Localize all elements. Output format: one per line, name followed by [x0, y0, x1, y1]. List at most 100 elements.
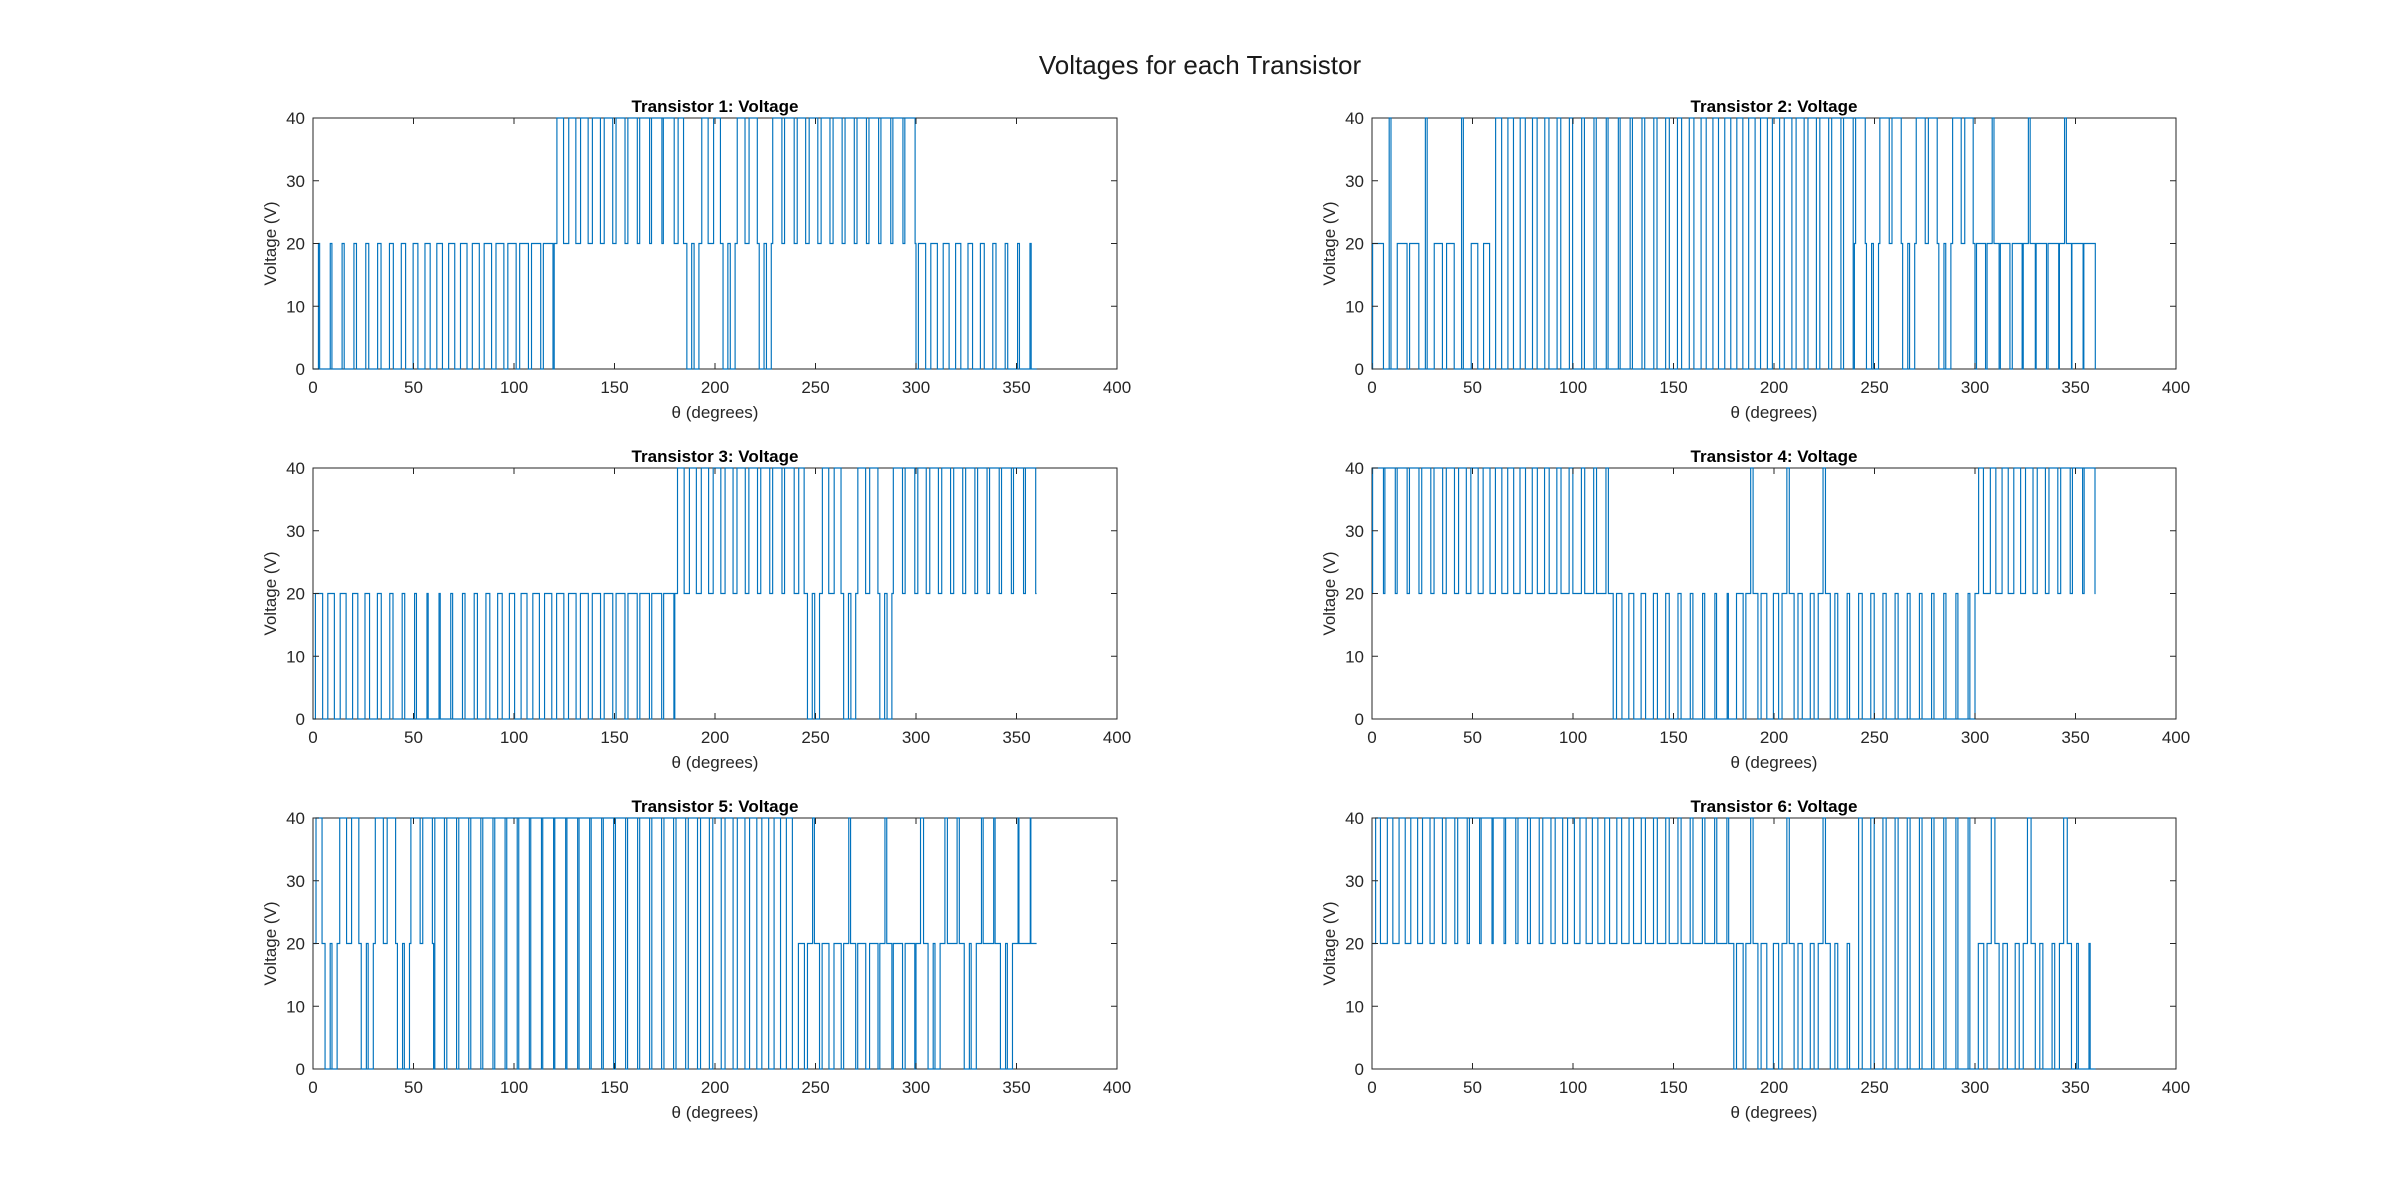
chart-panel-1: 0 50 100 150 200 250 300 350 400 0 10 20 30 40 Transis…: [261, 97, 1131, 422]
series-line: [1372, 467, 2096, 720]
chart-title: Transistor 1: Voltage: [632, 97, 799, 116]
y-axis-label: Voltage (V): [1320, 901, 1339, 985]
x-tick-label: 350: [1002, 378, 1030, 397]
x-tick-label: 50: [1463, 728, 1482, 747]
y-tick-label: 0: [296, 360, 305, 379]
x-tick-label: 200: [701, 1078, 729, 1097]
x-tick-label: 250: [1860, 728, 1888, 747]
y-tick-label: 30: [286, 872, 305, 891]
chart-panel-6: 0 50 100 150 200 250 300 350 400 0 10 20 30 40 Transis…: [1320, 797, 2190, 1122]
x-tick-label: 150: [1659, 378, 1687, 397]
series-line: [1372, 817, 2096, 1070]
x-tick-label: 250: [801, 378, 829, 397]
x-tick-label: 250: [801, 728, 829, 747]
x-tick-label: 100: [500, 1078, 528, 1097]
series-line: [313, 467, 1037, 720]
y-tick-label: 20: [286, 585, 305, 604]
y-tick-label: 40: [1345, 109, 1364, 128]
y-tick-label: 20: [1345, 935, 1364, 954]
y-tick-label: 40: [1345, 809, 1364, 828]
x-tick-label: 250: [1860, 378, 1888, 397]
x-tick-label: 0: [308, 1078, 317, 1097]
x-tick-label: 300: [1961, 378, 1989, 397]
chart-panel-3: 0 50 100 150 200 250 300 350 400 0 10 20 30 40 Transis…: [261, 447, 1131, 772]
x-tick-label: 50: [404, 378, 423, 397]
y-tick-label: 20: [1345, 585, 1364, 604]
chart-panel-2: 0 50 100 150 200 250 300 350 400 0 10 20 30 40 Transis…: [1320, 97, 2190, 422]
y-tick-label: 0: [1355, 360, 1364, 379]
x-tick-label: 400: [2162, 1078, 2190, 1097]
x-tick-label: 0: [1367, 378, 1376, 397]
x-tick-label: 50: [1463, 378, 1482, 397]
chart-title: Transistor 5: Voltage: [632, 797, 799, 816]
y-tick-label: 20: [286, 935, 305, 954]
chart-title: Transistor 2: Voltage: [1691, 97, 1858, 116]
chart-title: Transistor 4: Voltage: [1691, 447, 1858, 466]
x-tick-label: 100: [500, 378, 528, 397]
y-tick-label: 40: [1345, 459, 1364, 478]
series-line: [313, 117, 1037, 370]
x-tick-label: 350: [1002, 1078, 1030, 1097]
x-tick-label: 200: [701, 728, 729, 747]
x-tick-label: 0: [308, 378, 317, 397]
y-tick-label: 0: [296, 710, 305, 729]
x-tick-label: 300: [1961, 728, 1989, 747]
x-axis-label: θ (degrees): [672, 1103, 759, 1122]
x-tick-label: 250: [1860, 1078, 1888, 1097]
y-tick-label: 40: [286, 459, 305, 478]
x-tick-label: 100: [500, 728, 528, 747]
x-axis-label: θ (degrees): [672, 753, 759, 772]
x-tick-label: 200: [1760, 728, 1788, 747]
y-tick-label: 0: [296, 1060, 305, 1079]
y-axis-label: Voltage (V): [261, 901, 280, 985]
chart-title: Transistor 6: Voltage: [1691, 797, 1858, 816]
y-tick-label: 30: [1345, 522, 1364, 541]
y-tick-label: 30: [286, 522, 305, 541]
x-axis-label: θ (degrees): [1731, 1103, 1818, 1122]
x-tick-label: 0: [1367, 1078, 1376, 1097]
series-line: [1372, 117, 2096, 370]
x-tick-label: 350: [2061, 378, 2089, 397]
y-tick-label: 0: [1355, 710, 1364, 729]
x-tick-label: 150: [600, 1078, 628, 1097]
x-tick-label: 150: [600, 378, 628, 397]
x-tick-label: 350: [1002, 728, 1030, 747]
x-tick-label: 350: [2061, 1078, 2089, 1097]
x-tick-label: 150: [1659, 728, 1687, 747]
y-tick-label: 10: [286, 297, 305, 316]
y-tick-label: 30: [1345, 172, 1364, 191]
chart-panel-5: 0 50 100 150 200 250 300 350 400 0 10 20 30 40 Transis…: [261, 797, 1131, 1122]
x-tick-label: 150: [600, 728, 628, 747]
y-tick-label: 10: [286, 647, 305, 666]
y-tick-label: 30: [1345, 872, 1364, 891]
y-axis-label: Voltage (V): [1320, 551, 1339, 635]
figure-title: Voltages for each Transistor: [1038, 50, 1362, 80]
x-tick-label: 400: [1103, 378, 1131, 397]
x-tick-label: 200: [1760, 1078, 1788, 1097]
x-tick-label: 100: [1559, 1078, 1587, 1097]
x-tick-label: 50: [404, 728, 423, 747]
y-tick-label: 40: [286, 809, 305, 828]
y-tick-label: 10: [1345, 997, 1364, 1016]
x-tick-label: 200: [701, 378, 729, 397]
y-axis-label: Voltage (V): [261, 551, 280, 635]
x-tick-label: 0: [308, 728, 317, 747]
y-tick-label: 10: [286, 997, 305, 1016]
x-tick-label: 200: [1760, 378, 1788, 397]
x-tick-label: 250: [801, 1078, 829, 1097]
y-axis-label: Voltage (V): [1320, 201, 1339, 285]
x-tick-label: 0: [1367, 728, 1376, 747]
series-line: [313, 817, 1037, 1070]
axes-box: [312, 467, 1118, 720]
y-tick-label: 10: [1345, 647, 1364, 666]
y-tick-label: 20: [286, 235, 305, 254]
chart-title: Transistor 3: Voltage: [632, 447, 799, 466]
x-tick-label: 50: [404, 1078, 423, 1097]
x-tick-label: 400: [2162, 728, 2190, 747]
x-axis-label: θ (degrees): [1731, 753, 1818, 772]
y-axis-label: Voltage (V): [261, 201, 280, 285]
chart-panel-4: 0 50 100 150 200 250 300 350 400 0 10 20 30 40 Transis…: [1320, 447, 2190, 772]
x-tick-label: 300: [902, 1078, 930, 1097]
x-tick-label: 100: [1559, 728, 1587, 747]
x-tick-label: 150: [1659, 1078, 1687, 1097]
